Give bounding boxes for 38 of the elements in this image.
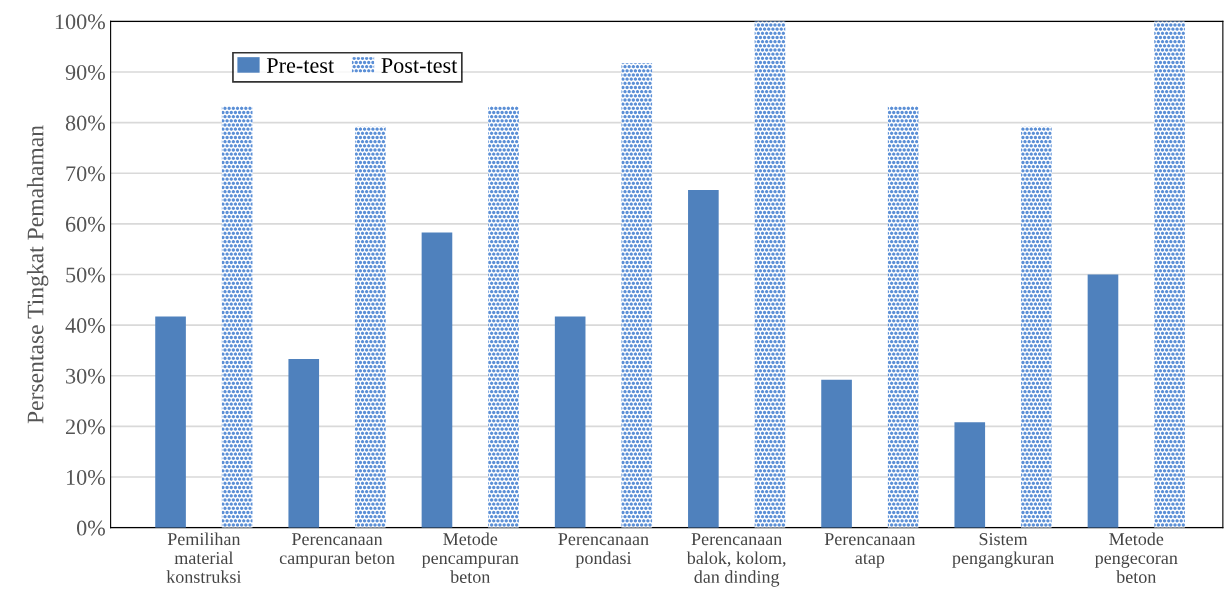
y-axis-title: Persentase Tingkat Pemahaman bbox=[26, 125, 49, 424]
bar bbox=[421, 232, 453, 528]
bar bbox=[887, 105, 919, 528]
y-tick-label: 20% bbox=[65, 419, 105, 435]
bar bbox=[155, 316, 186, 528]
y-tick-label: 100% bbox=[55, 14, 105, 30]
x-tick-label: Perencanaan balok, kolom, dan dinding bbox=[686, 533, 786, 587]
bar bbox=[221, 105, 253, 528]
bar bbox=[355, 126, 386, 528]
x-tick-label: Perencanaan pondasi bbox=[558, 533, 649, 568]
y-tick-label: 10% bbox=[66, 469, 105, 486]
bar bbox=[621, 63, 653, 528]
legend-label: Pre-test bbox=[266, 58, 335, 73]
x-tick-label: Metode pengecoran beton bbox=[1094, 532, 1178, 584]
y-tick-label: 0% bbox=[76, 520, 105, 536]
x-tick-label: Pemilihan material konstruksi bbox=[166, 532, 242, 583]
bar bbox=[1087, 274, 1119, 528]
y-tick-label: 70% bbox=[66, 166, 105, 182]
y-tick-label: 30% bbox=[66, 368, 105, 384]
x-tick-label: Perencanaan campuran beton bbox=[279, 533, 395, 568]
x-tick-label: Metode pencampuran beton bbox=[421, 532, 519, 583]
legend-label: Post-test bbox=[381, 58, 458, 73]
bar bbox=[688, 189, 719, 528]
bar bbox=[288, 359, 320, 528]
x-tick-label: Sistem pengangkuran bbox=[952, 533, 1054, 568]
bar bbox=[821, 379, 852, 528]
y-tick-label: 50% bbox=[66, 267, 105, 283]
y-tick-label: 90% bbox=[65, 64, 105, 80]
y-tick-label: 60% bbox=[65, 216, 105, 232]
bar bbox=[554, 316, 586, 528]
bar bbox=[1154, 21, 1185, 528]
y-tick-label: 40% bbox=[65, 318, 105, 334]
bar bbox=[1021, 126, 1052, 528]
bar bbox=[954, 422, 986, 528]
x-tick-label: Perencanaan atap bbox=[824, 533, 916, 568]
y-tick-label: 80% bbox=[65, 115, 105, 131]
bar bbox=[488, 105, 519, 528]
bar bbox=[754, 21, 786, 528]
